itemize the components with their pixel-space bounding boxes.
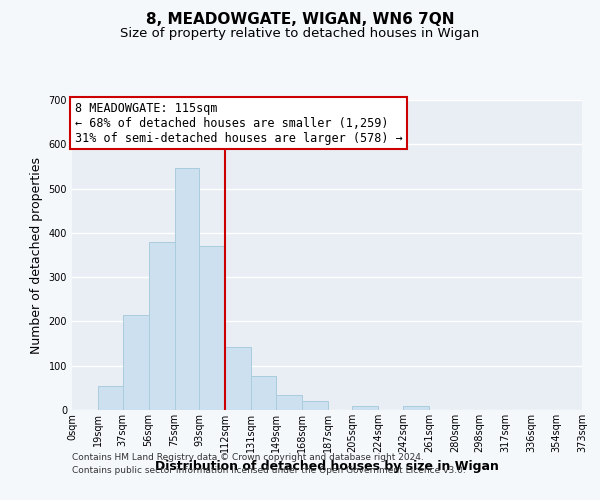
Y-axis label: Number of detached properties: Number of detached properties (30, 156, 43, 354)
Bar (199, 246, 225, 410)
Text: Contains HM Land Registry data © Crown copyright and database right 2024.: Contains HM Land Registry data © Crown c… (72, 452, 424, 462)
Text: Contains public sector information licensed under the Open Government Licence v3: Contains public sector information licen… (72, 466, 466, 475)
Bar (302, 401, 328, 410)
Bar (98, 386, 122, 410)
X-axis label: Distribution of detached houses by size in Wigan: Distribution of detached houses by size … (155, 460, 499, 473)
Text: 8, MEADOWGATE, WIGAN, WN6 7QN: 8, MEADOWGATE, WIGAN, WN6 7QN (146, 12, 454, 28)
Text: 8 MEADOWGATE: 115sqm
← 68% of detached houses are smaller (1,259)
31% of semi-de: 8 MEADOWGATE: 115sqm ← 68% of detached h… (74, 102, 403, 144)
Bar (352, 406, 378, 410)
Bar (149, 242, 175, 410)
Bar (276, 396, 302, 410)
Bar (225, 347, 251, 410)
Bar (403, 406, 429, 410)
Bar (175, 168, 199, 410)
Bar (251, 376, 276, 410)
Text: Size of property relative to detached houses in Wigan: Size of property relative to detached ho… (121, 28, 479, 40)
Bar (122, 315, 149, 410)
